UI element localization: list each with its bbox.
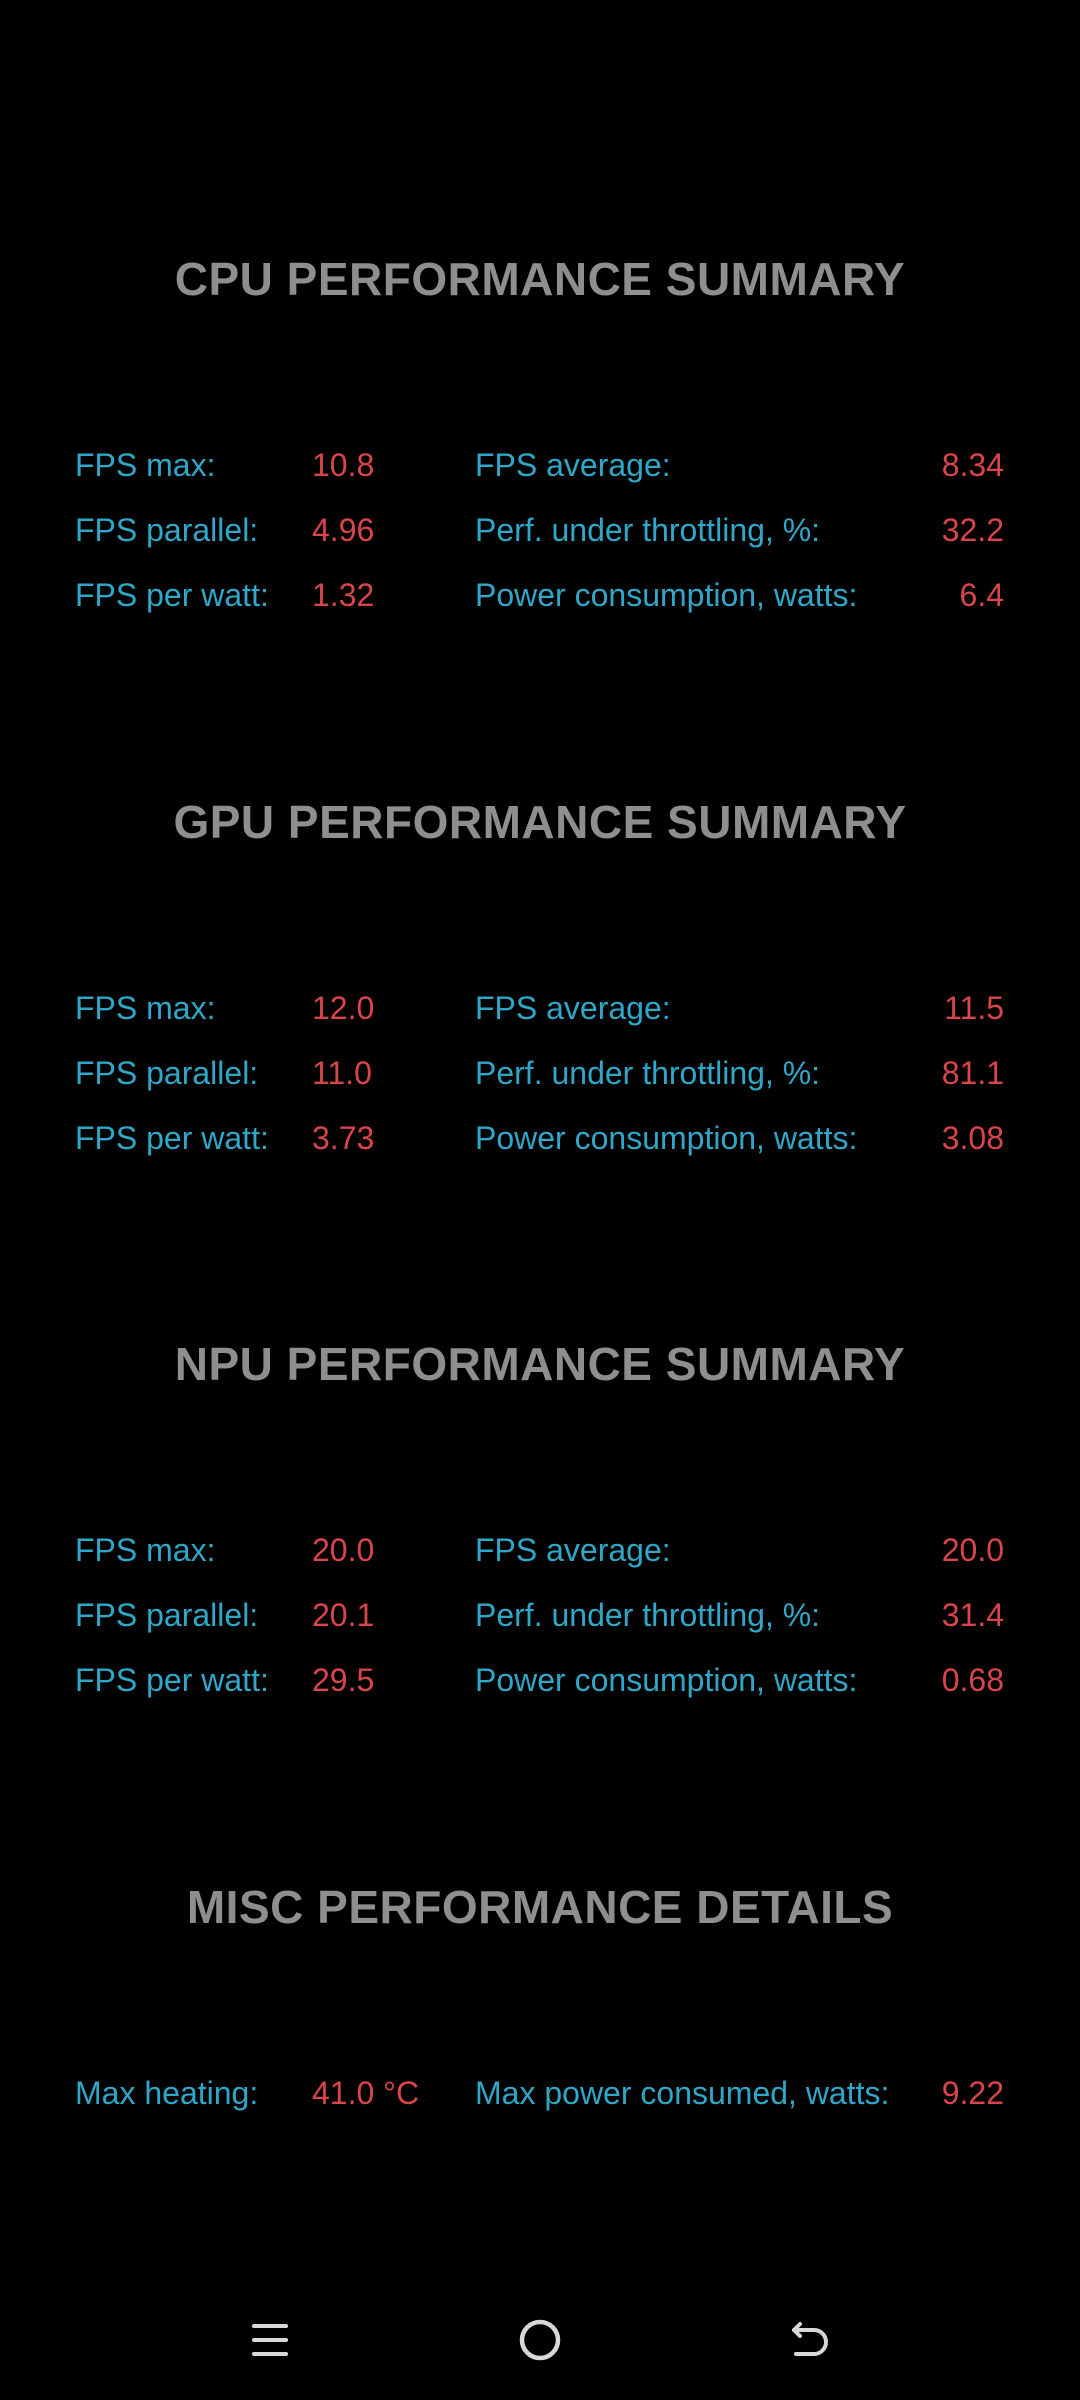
stat-label: Power consumption, watts: [475, 1662, 858, 1698]
section-title: MISC PERFORMANCE DETAILS [186, 1881, 894, 1933]
stat-label: Perf. under throttling, %: [475, 512, 821, 548]
stat-row: FPS per watt: 3.73 Power consumption, wa… [0, 1108, 1080, 1168]
stat-value: 8.34 [941, 447, 1004, 483]
stat-label: Max power consumed, watts: [475, 2075, 890, 2111]
stat-label: Perf. under throttling, %: [475, 1597, 821, 1633]
stat-label: FPS max: [75, 990, 216, 1026]
stat-label: FPS average: [475, 1532, 671, 1568]
stat-label: Power consumption, watts: [475, 1120, 858, 1156]
stat-row: Max heating: 41.0 °C Max power consumed,… [0, 2063, 1080, 2123]
recent-apps-button[interactable] [220, 2290, 320, 2390]
section-title: GPU PERFORMANCE SUMMARY [173, 796, 907, 848]
stat-label: FPS average: [475, 990, 671, 1026]
stat-label: Max heating: [75, 2075, 259, 2111]
stat-value: 11.5 [944, 990, 1004, 1026]
section-title: CPU PERFORMANCE SUMMARY [174, 253, 906, 305]
back-button[interactable] [760, 2290, 860, 2390]
stat-value: 20.0 [312, 1532, 375, 1568]
stat-row: FPS max: 10.8 FPS average: 8.34 [0, 435, 1080, 495]
stat-label: FPS max: [75, 447, 216, 483]
stat-label: FPS max: [75, 1532, 216, 1568]
stat-label: FPS parallel: [75, 1055, 259, 1091]
stat-label: FPS parallel: [75, 512, 259, 548]
stat-row: FPS parallel: 4.96 Perf. under throttlin… [0, 500, 1080, 560]
stat-value: 12.0 [312, 990, 375, 1026]
stat-row: FPS per watt: 1.32 Power consumption, wa… [0, 565, 1080, 625]
back-icon [792, 2322, 828, 2356]
home-button[interactable] [490, 2290, 590, 2390]
stat-value: 10.8 [312, 447, 375, 483]
stat-label: FPS per watt: [75, 577, 269, 613]
stat-value: 11.0 [312, 1055, 372, 1091]
stat-value: 4.96 [312, 512, 375, 548]
section-title: NPU PERFORMANCE SUMMARY [174, 1338, 906, 1390]
stat-value: 20.0 [941, 1532, 1004, 1568]
stat-label: Power consumption, watts: [475, 577, 858, 613]
stat-value: 41.0 °C [312, 2075, 420, 2111]
stat-label: Perf. under throttling, %: [475, 1055, 821, 1091]
stat-row: FPS parallel: 11.0 Perf. under throttlin… [0, 1043, 1080, 1103]
stat-value: 31.4 [941, 1597, 1004, 1633]
stat-value: 20.1 [312, 1597, 375, 1633]
home-icon [519, 2319, 561, 2361]
stat-value: 29.5 [312, 1662, 375, 1698]
stat-value: 3.73 [312, 1120, 375, 1156]
stat-value: 9.22 [941, 2075, 1004, 2111]
stat-label: FPS average: [475, 447, 671, 483]
stat-row: FPS max: 20.0 FPS average: 20.0 [0, 1520, 1080, 1580]
stat-value: 1.32 [312, 577, 375, 613]
stat-value: 81.1 [941, 1055, 1004, 1091]
stat-label: FPS per watt: [75, 1120, 269, 1156]
stat-row: FPS parallel: 20.1 Perf. under throttlin… [0, 1585, 1080, 1645]
stat-row: FPS per watt: 29.5 Power consumption, wa… [0, 1650, 1080, 1710]
recent-apps-icon [252, 2324, 288, 2356]
stat-label: FPS parallel: [75, 1597, 259, 1633]
stat-value: 32.2 [941, 512, 1004, 548]
stat-value: 0.68 [941, 1662, 1004, 1698]
stat-label: FPS per watt: [75, 1662, 269, 1698]
system-navigation-bar [0, 2290, 1080, 2390]
stat-value: 6.4 [959, 577, 1004, 613]
stat-value: 3.08 [941, 1120, 1004, 1156]
stat-row: FPS max: 12.0 FPS average: 11.5 [0, 978, 1080, 1038]
